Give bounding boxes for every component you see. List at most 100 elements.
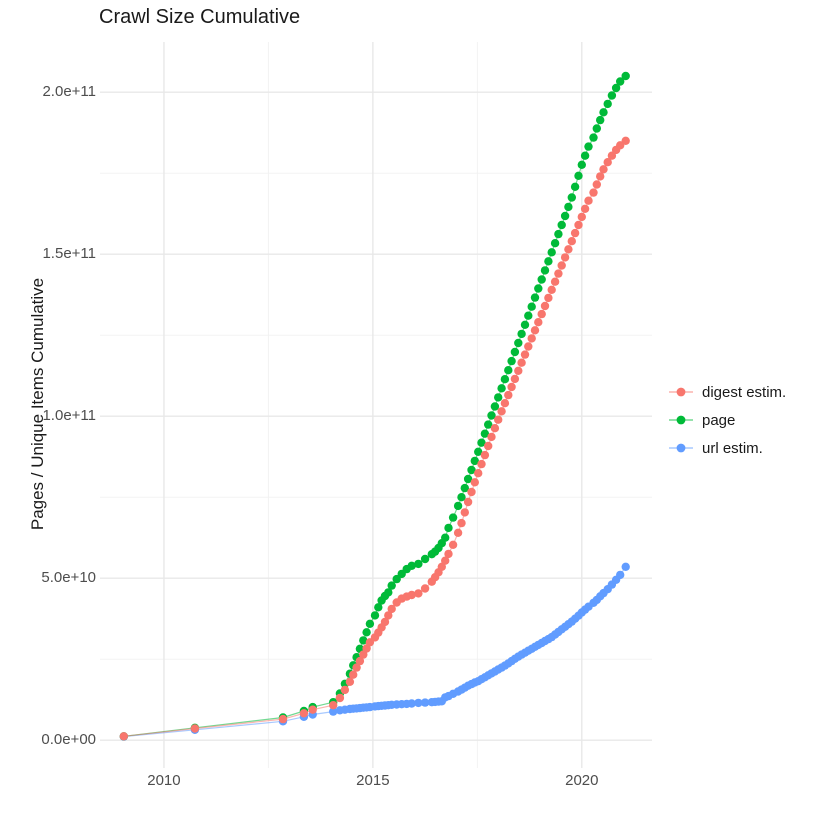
data-point-digestestim: [457, 518, 466, 528]
data-point-page: [487, 411, 496, 420]
data-point-page: [463, 474, 473, 484]
data-point-digestestim: [453, 528, 463, 537]
data-point-page: [574, 171, 583, 180]
data-point-page: [564, 202, 573, 212]
data-point-page: [577, 160, 586, 169]
data-point-page: [607, 91, 617, 100]
data-point-digestestim: [580, 204, 590, 213]
data-point-digestestim: [474, 469, 483, 478]
chart-title: Crawl Size Cumulative: [99, 6, 301, 28]
data-point-page: [392, 574, 401, 584]
data-point-page: [407, 561, 416, 570]
data-point-digestestim: [278, 714, 288, 724]
data-point-page: [599, 108, 608, 117]
legend-item-page: page: [668, 406, 786, 434]
data-point-page: [570, 182, 580, 191]
data-point-page: [621, 71, 630, 81]
data-point-page: [540, 266, 550, 275]
x-tick-label: 2010: [147, 772, 181, 789]
y-tick-label: 1.0e+11: [42, 407, 96, 425]
x-tick-label: 2015: [356, 772, 390, 789]
data-point-page: [616, 77, 625, 86]
data-point-digestestim: [567, 237, 576, 246]
data-point-digestestim: [557, 261, 566, 270]
data-point-page: [517, 329, 526, 339]
data-point-urlestim: [621, 562, 630, 571]
data-point-digestestim: [460, 508, 469, 517]
data-point-page: [497, 384, 506, 393]
data-point-page: [362, 628, 371, 637]
data-point-digestestim: [524, 342, 533, 351]
data-point-digestestim: [574, 220, 583, 230]
data-point-page: [596, 115, 605, 125]
data-point-digestestim: [352, 663, 361, 672]
data-point-page: [484, 420, 493, 429]
data-point-digestestim: [514, 366, 523, 375]
y-tick-label: 0.0e+00: [41, 731, 96, 749]
data-point-digestestim: [480, 450, 490, 460]
data-point-page: [589, 133, 598, 142]
data-point-digestestim: [527, 334, 536, 343]
y-axis-title: Pages / Unique Items Cumulative: [28, 277, 47, 531]
data-point-page: [441, 533, 450, 542]
data-point-digestestim: [603, 158, 612, 167]
data-point-digestestim: [119, 732, 128, 741]
data-point-urlestim: [407, 699, 416, 708]
data-point-digestestim: [380, 617, 390, 627]
legend-key-page-icon: [669, 415, 693, 425]
data-point-urlestim: [616, 570, 625, 580]
data-point-digestestim: [592, 180, 601, 189]
data-point-page: [584, 142, 593, 151]
data-point-digestestim: [444, 549, 453, 559]
data-point-page: [544, 257, 553, 266]
data-point-page: [370, 611, 380, 620]
data-point-digestestim: [570, 228, 580, 238]
data-point-digestestim: [589, 188, 598, 197]
data-point-page: [448, 513, 458, 522]
series-line-urlestim: [123, 566, 627, 738]
data-point-digestestim: [362, 644, 371, 653]
data-point-digestestim: [550, 277, 560, 286]
data-point-page: [524, 311, 533, 320]
data-point-digestestim: [530, 326, 540, 335]
data-point-digestestim: [349, 670, 358, 679]
data-point-digestestim: [596, 172, 605, 181]
data-point-digestestim: [384, 611, 393, 620]
data-point-digestestim: [584, 196, 593, 205]
data-point-page: [530, 293, 540, 302]
data-point-page: [444, 523, 453, 533]
legend-key-url-icon: [669, 443, 693, 453]
data-point-digestestim: [407, 590, 416, 600]
data-point-digestestim: [299, 709, 309, 718]
data-point-digestestim: [387, 604, 396, 614]
data-point-page: [474, 447, 483, 456]
data-point-digestestim: [340, 685, 350, 695]
data-point-digestestim: [463, 497, 473, 507]
data-point-page: [365, 619, 375, 628]
data-point-page: [603, 99, 612, 109]
data-point-digestestim: [564, 245, 573, 254]
data-point-digestestim: [537, 309, 546, 319]
data-point-digestestim: [448, 540, 458, 549]
data-point-digestestim: [544, 293, 553, 303]
data-point-digestestim: [517, 358, 526, 367]
data-point-page: [567, 193, 576, 202]
data-point-page: [374, 603, 383, 612]
data-point-digestestim: [500, 399, 510, 408]
data-point-page: [480, 429, 490, 438]
data-point-digestestim: [487, 432, 496, 442]
data-point-digestestim: [510, 374, 520, 384]
data-point-page: [414, 559, 423, 569]
data-point-digestestim: [554, 269, 563, 278]
data-point-digestestim: [345, 677, 355, 686]
data-point-digestestim: [497, 407, 506, 416]
data-point-page: [514, 338, 523, 348]
data-point-urlestim: [329, 707, 338, 716]
data-point-digestestim: [540, 301, 550, 311]
data-point-page: [500, 375, 510, 384]
data-point-digestestim: [329, 701, 338, 710]
data-point-urlestim: [414, 698, 423, 708]
y-tick-label: 5.0e+10: [41, 569, 96, 587]
data-point-digestestim: [335, 693, 345, 703]
legend-label: page: [702, 411, 736, 429]
